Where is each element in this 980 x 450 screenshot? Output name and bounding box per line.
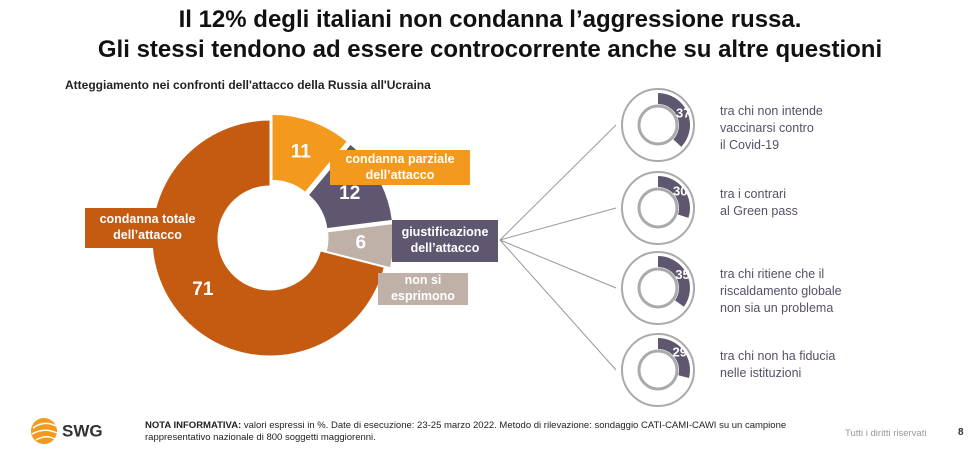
- connector: [499, 207, 617, 241]
- donut-hole: [637, 104, 679, 146]
- connector: [499, 124, 617, 241]
- donut-hole: [637, 267, 679, 309]
- donut-hole: [637, 349, 679, 391]
- rights: Tutti i diritti riservati: [845, 428, 927, 439]
- connector: [499, 239, 617, 289]
- note-label: NOTA INFORMATIVA:: [145, 420, 242, 431]
- donut-label: tra chi non intende vaccinarsi contro il…: [720, 104, 823, 152]
- title-line: Gli stessi tendono ad essere controcorre…: [97, 36, 883, 63]
- donut-segment: [658, 93, 690, 147]
- value-label: 37: [676, 106, 690, 121]
- donut-segment: [658, 176, 690, 218]
- value-label: 11: [291, 141, 312, 162]
- value-label: 30: [673, 183, 687, 198]
- logo-text: SWG: [62, 421, 103, 440]
- value-label: 12: [339, 183, 360, 204]
- value-label: 29: [672, 345, 686, 360]
- value-label: 6: [356, 233, 367, 254]
- note: NOTA INFORMATIVA: valori espressi in %. …: [145, 420, 835, 445]
- donut-segment: [151, 119, 385, 357]
- value-label: 71: [192, 279, 214, 300]
- page-number: 8: [958, 427, 964, 438]
- connector: [499, 239, 617, 371]
- category-label: condanna totale dell’attacco: [85, 208, 210, 248]
- donut-segment: [658, 338, 690, 378]
- donut-label: tra i contrari al Green pass: [720, 187, 798, 218]
- note-text: valori espressi in %. Date di esecuzione…: [145, 420, 787, 444]
- logo-stripes: [31, 422, 58, 441]
- title-line: Il 12% degli italiani non condanna l’agg…: [178, 6, 802, 33]
- category-label: non si esprimono: [378, 273, 468, 305]
- category-label: condanna parziale dell’attacco: [330, 150, 470, 185]
- donut-label: tra chi ritiene che il riscaldamento glo…: [720, 267, 842, 315]
- category-label: giustificazione dell’attacco: [392, 220, 498, 262]
- donut-segment: [271, 113, 348, 193]
- donut-label: tra chi non ha fiducia nelle istituzioni: [720, 349, 836, 380]
- chart-subtitle: Atteggiamento nei confronti dell'attacco…: [65, 78, 431, 92]
- donut-hole: [637, 187, 679, 229]
- donut-segment: [658, 256, 690, 307]
- value-label: 35: [675, 267, 689, 282]
